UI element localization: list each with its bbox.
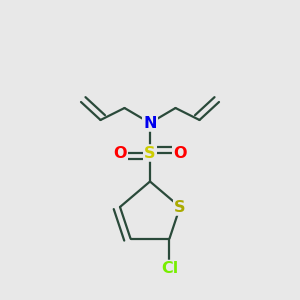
Text: Cl: Cl	[161, 261, 178, 276]
Text: S: S	[144, 146, 156, 160]
Text: S: S	[174, 200, 186, 214]
Text: N: N	[143, 116, 157, 130]
Text: O: O	[173, 146, 187, 160]
Text: O: O	[113, 146, 127, 160]
